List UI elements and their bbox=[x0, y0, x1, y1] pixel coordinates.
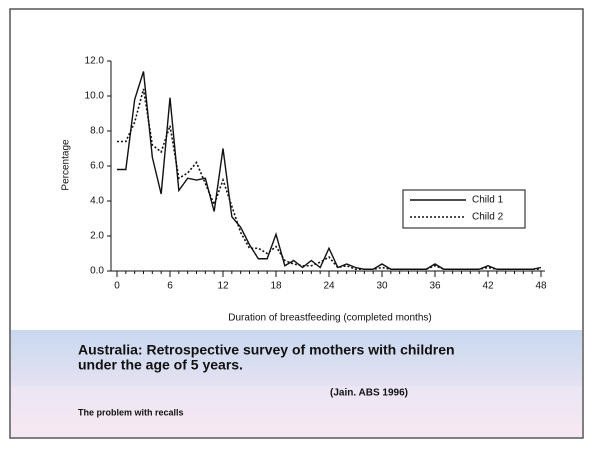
y-axis-label: Percentage bbox=[61, 139, 72, 191]
legend-label: Child 2 bbox=[472, 212, 504, 223]
x-axis-label: Duration of breastfeeding (completed mon… bbox=[228, 313, 431, 324]
y-tick-label: 0.0 bbox=[90, 266, 104, 277]
x-tick-label: 18 bbox=[270, 281, 282, 292]
x-tick-label: 12 bbox=[217, 281, 229, 292]
y-tick-label: 6.0 bbox=[90, 161, 104, 172]
y-tick-label: 12.0 bbox=[85, 56, 105, 67]
x-tick-label: 24 bbox=[323, 281, 335, 292]
y-tick-label: 10.0 bbox=[85, 91, 105, 102]
x-tick-label: 48 bbox=[535, 281, 547, 292]
legend-label: Child 1 bbox=[472, 195, 504, 206]
source: (Jain. ABS 1996) bbox=[330, 388, 408, 399]
legend bbox=[402, 189, 526, 229]
slide-frame bbox=[9, 8, 584, 439]
y-tick-label: 8.0 bbox=[90, 126, 104, 137]
note-band bbox=[11, 386, 582, 437]
data-line bbox=[117, 88, 541, 271]
x-tick-label: 6 bbox=[167, 281, 173, 292]
x-tick-label: 0 bbox=[114, 281, 120, 292]
caption-band bbox=[11, 330, 582, 386]
x-tick-label: 30 bbox=[376, 281, 388, 292]
note: The problem with recalls bbox=[78, 407, 184, 417]
caption-line: Australia: Retrospective survey of mothe… bbox=[78, 342, 455, 358]
y-tick-label: 4.0 bbox=[90, 196, 104, 207]
x-tick-label: 42 bbox=[482, 281, 494, 292]
x-tick-label: 36 bbox=[429, 281, 441, 292]
caption-line: under the age of 5 years. bbox=[78, 357, 243, 373]
y-tick-label: 2.0 bbox=[90, 231, 104, 242]
